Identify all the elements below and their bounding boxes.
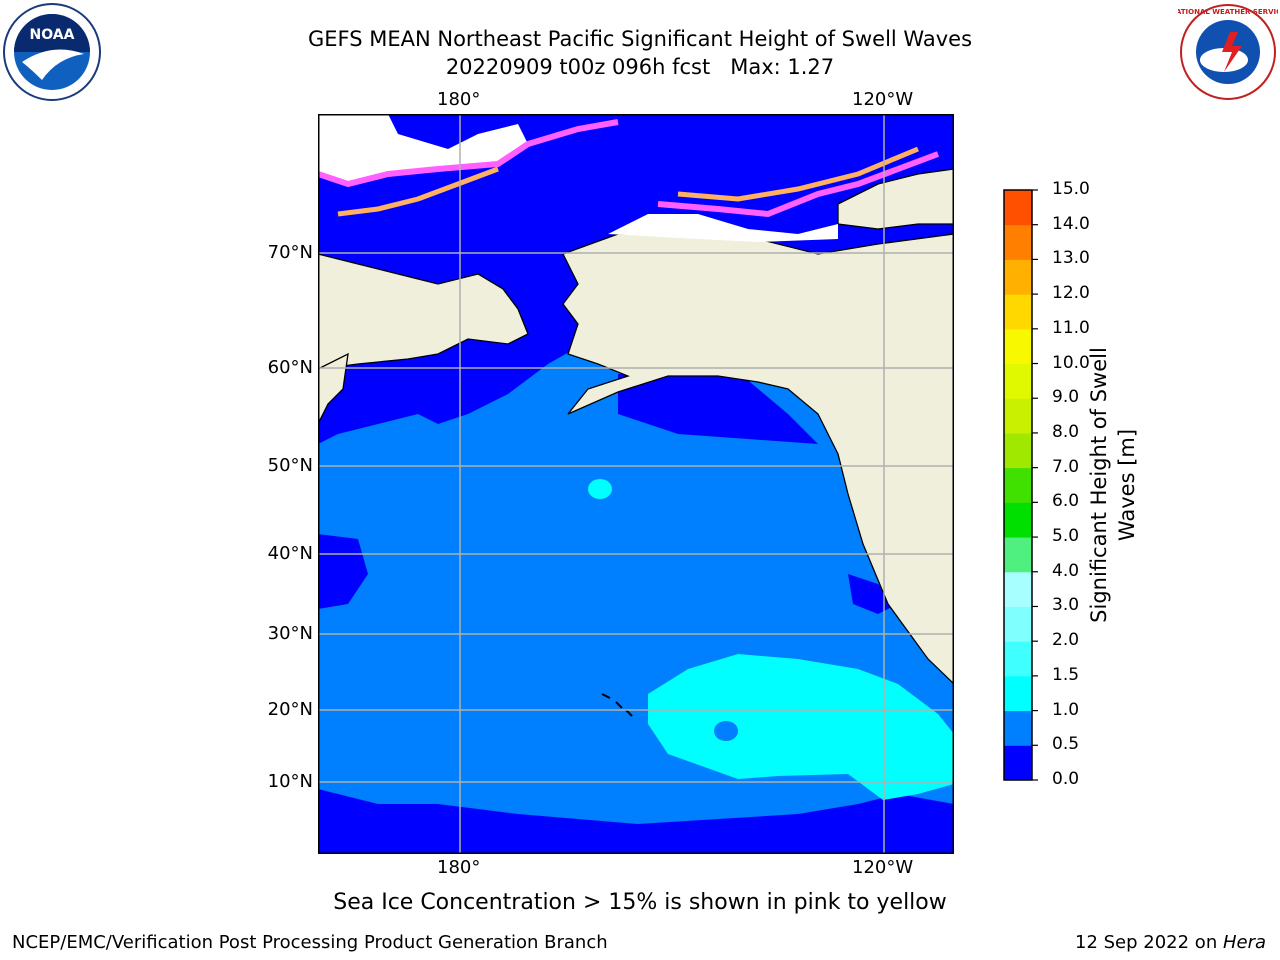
lat-label-40n: 40°N (267, 543, 313, 564)
map-gridlines (318, 114, 954, 854)
sea-ice-white-west (318, 114, 528, 184)
colorbar-segment (1004, 328, 1032, 365)
colorbar-tick-label: 15.0 (1052, 179, 1090, 199)
chart-title: GEFS MEAN Northeast Pacific Significant … (307, 27, 973, 51)
hawaii-islands (601, 693, 633, 717)
sea-ice-footnote: Sea Ice Concentration > 15% is shown in … (333, 890, 947, 915)
sea-ice-orange-east (677, 146, 919, 202)
colorbar-tick-label: 6.0 (1052, 491, 1080, 512)
credit-text: NCEP/EMC/Verification Post Processing Pr… (12, 932, 608, 953)
colorbar-segment (1004, 745, 1032, 781)
sea-ice-pink-west (318, 119, 619, 188)
colorbar-tick-label: 11.0 (1052, 317, 1090, 338)
colorbar-tick-label: 5.0 (1052, 526, 1080, 547)
colorbar-segment (1004, 363, 1032, 399)
lat-label-70n: 70°N (267, 242, 313, 263)
colorbar-tick-label: 14.0 (1052, 213, 1090, 234)
colorbar-segment (1004, 398, 1032, 434)
lat-label-20n: 20°N (267, 699, 313, 720)
sea-ice-orange-west (337, 166, 499, 217)
ocean-swell-low-south (318, 789, 954, 854)
chart-subtitle: 20220909 t00z 096h fcst Max: 1.27 (445, 55, 835, 79)
colorbar-tick-label: 3.0 (1052, 595, 1080, 616)
colorbar-tick-label: 1.0 (1052, 699, 1080, 720)
lon-label-top-120w: 120°W (852, 89, 914, 110)
colorbar-tick-label: 2.0 (1052, 630, 1080, 651)
ocean-swell-high-spot (588, 479, 612, 499)
host-name: Hera (1222, 932, 1266, 953)
land-kamchatka (318, 352, 349, 425)
lat-label-60n: 60°N (267, 357, 313, 378)
map-frame (318, 114, 954, 854)
colorbar-tick-label: 1.5 (1052, 664, 1080, 685)
colorbar-segment (1004, 571, 1032, 607)
map-panel (318, 114, 954, 854)
colorbar-tick-label: 10.0 (1052, 352, 1090, 373)
colorbar-segment (1004, 432, 1032, 469)
ocean-swell-low-gulf (618, 372, 818, 444)
colorbar-label-line2: Waves [m] (1115, 428, 1139, 542)
noaa-logo: NOAA (3, 3, 101, 101)
colorbar-segment (1004, 502, 1032, 538)
noaa-logo-text: NOAA (30, 27, 75, 43)
ocean-swell-low-west (318, 534, 368, 609)
colorbar-segment (1004, 606, 1032, 642)
colorbar-tick-label: 8.0 (1052, 421, 1080, 442)
ocean-swell-low-east (848, 574, 898, 614)
nws-logo: NATIONAL WEATHER SERVICE (1178, 4, 1278, 100)
colorbar-label: Significant Height of Swell Waves [m] (1085, 285, 1145, 685)
colorbar-frame (1003, 189, 1033, 781)
colorbar-tick-label: 13.0 (1052, 248, 1090, 269)
lat-label-50n: 50°N (267, 455, 313, 476)
land-arctic-islands (837, 168, 954, 230)
lon-label-bottom-180: 180° (437, 857, 481, 878)
colorbar-segment (1004, 259, 1032, 295)
nws-logo-text: NATIONAL WEATHER SERVICE (1178, 8, 1278, 16)
colorbar-tick-label: 9.0 (1052, 387, 1080, 408)
colorbar-tick-label: 12.0 (1052, 283, 1090, 304)
lon-label-top-180: 180° (437, 89, 481, 110)
colorbar-label-line1: Significant Height of Swell (1087, 347, 1111, 623)
sea-ice-pink-east (657, 151, 940, 218)
colorbar-segment (1004, 467, 1032, 503)
colorbar-segment (1004, 224, 1032, 260)
colorbar-segment (1004, 294, 1032, 330)
ocean-swell-high (648, 654, 954, 800)
colorbar-tick-label: 4.0 (1052, 560, 1080, 581)
lat-label-30n: 30°N (267, 623, 313, 644)
date-text: 12 Sep 2022 on Hera (1075, 932, 1266, 953)
ocean-swell-mid-hole (714, 721, 738, 741)
colorbar-tick-label: 0.0 (1052, 769, 1080, 789)
lat-label-10n: 10°N (267, 771, 313, 792)
land-north-america (562, 233, 954, 685)
colorbar-tick-label: 7.0 (1052, 456, 1080, 477)
colorbar-segment (1004, 641, 1032, 677)
colorbar-tick-label: 0.5 (1052, 734, 1080, 755)
lon-label-bottom-120w: 120°W (852, 857, 914, 878)
colorbar-segment (1004, 190, 1032, 226)
colorbar (1003, 189, 1038, 781)
land-siberia (318, 253, 529, 370)
colorbar-segment (1004, 675, 1032, 712)
sea-ice-white-east (608, 214, 838, 242)
colorbar-segment (1004, 537, 1032, 573)
date-value: 12 Sep 2022 on (1075, 932, 1223, 953)
colorbar-segment (1004, 710, 1032, 746)
